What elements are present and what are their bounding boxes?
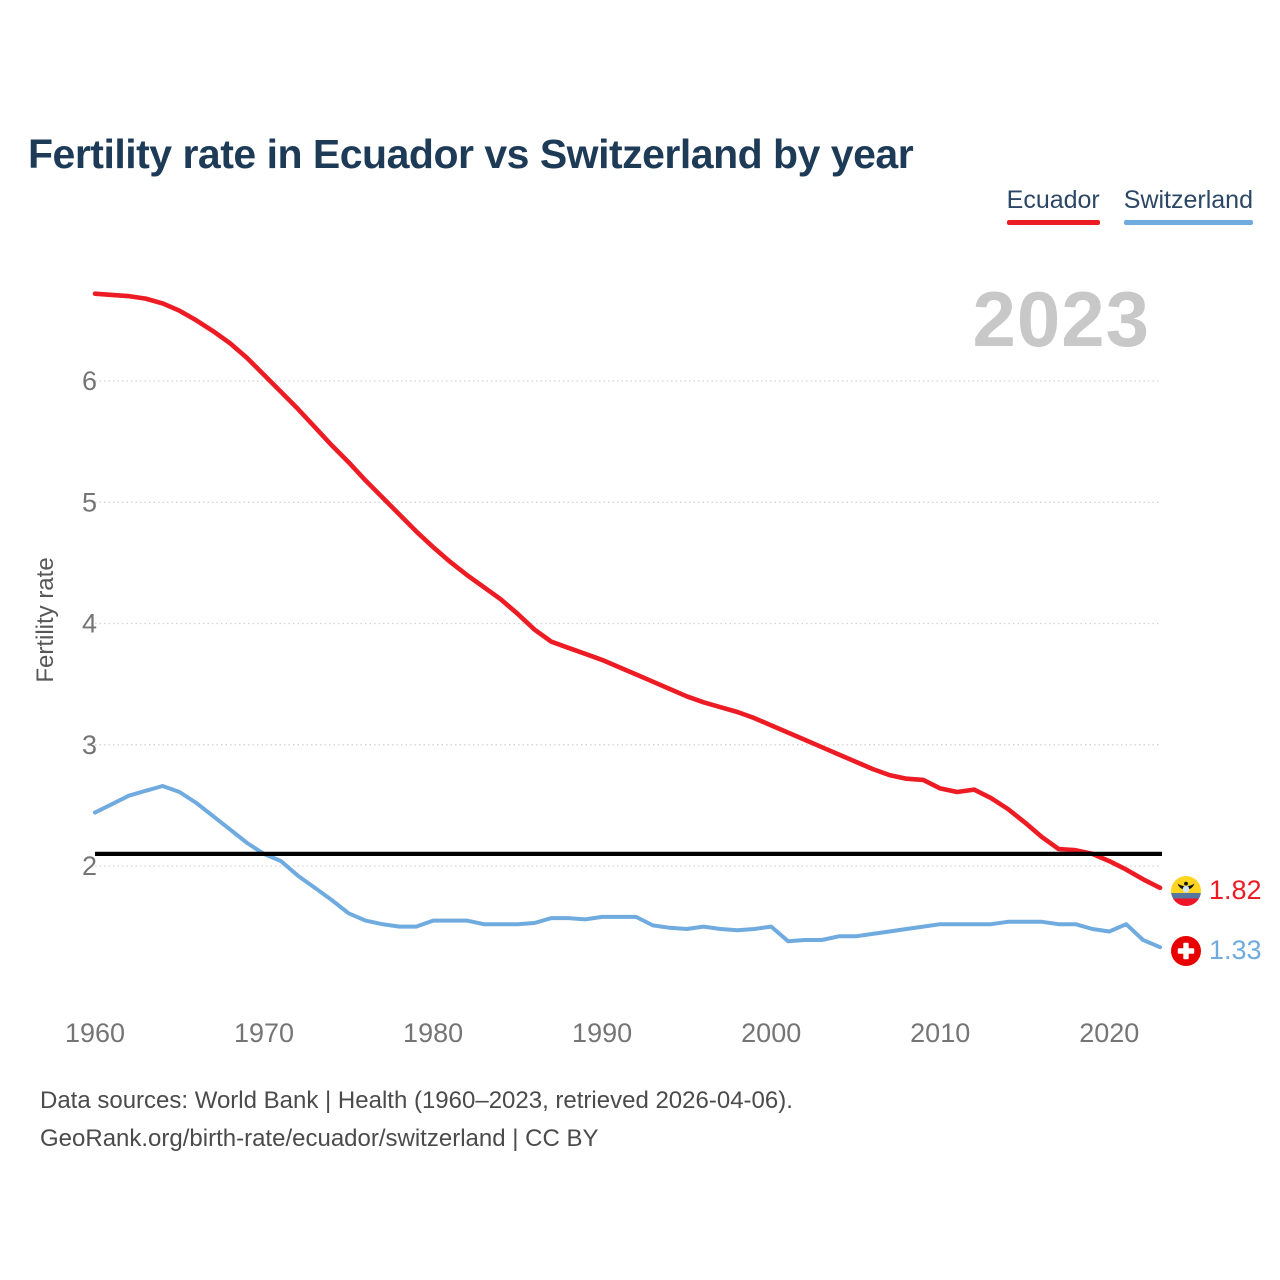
- legend-item-switzerland[interactable]: Switzerland: [1123, 186, 1253, 225]
- y-tick-label: 6: [82, 366, 97, 396]
- footer: Data sources: World Bank | Health (1960–…: [40, 1082, 793, 1158]
- x-tick-label: 1990: [572, 1018, 632, 1048]
- legend-item-label: Ecuador: [1006, 186, 1100, 214]
- footer-sources-line: Data sources: World Bank | Health (1960–…: [40, 1087, 793, 1114]
- end-value-ecuador: 1.82: [1209, 875, 1262, 905]
- x-tick-label: 2000: [741, 1018, 801, 1048]
- footer-attribution-line: GeoRank.org/birth-rate/ecuador/switzerla…: [40, 1125, 599, 1152]
- series-line-switzerland: [93, 784, 1162, 950]
- legend-underline-switzerland: [1123, 220, 1253, 225]
- x-tick-label: 2010: [910, 1018, 970, 1048]
- y-tick-label: 3: [82, 730, 97, 760]
- end-label-ecuador: 1.82: [1171, 875, 1262, 906]
- switzerland-flag-icon: [1171, 935, 1201, 966]
- legend-underline-ecuador: [1006, 220, 1100, 225]
- x-tick-label: 2020: [1079, 1018, 1139, 1048]
- legend: Ecuador Switzerland: [1006, 186, 1253, 225]
- year-watermark: 2023: [972, 275, 1150, 363]
- end-value-switzerland: 1.33: [1209, 935, 1262, 965]
- ecuador-flag-icon: [1171, 875, 1201, 906]
- x-tick-label: 1960: [65, 1018, 125, 1048]
- legend-item-label: Switzerland: [1123, 186, 1253, 214]
- x-tick-label: 1970: [234, 1018, 294, 1048]
- series-line-ecuador: [92, 291, 1163, 891]
- y-tick-label: 4: [82, 609, 97, 639]
- y-tick-label: 2: [82, 851, 97, 881]
- end-label-switzerland: 1.33: [1171, 935, 1262, 966]
- legend-item-ecuador[interactable]: Ecuador: [1006, 186, 1100, 225]
- chart-title: Fertility rate in Ecuador vs Switzerland…: [28, 131, 914, 178]
- x-tick-label: 1980: [403, 1018, 463, 1048]
- y-tick-label: 5: [82, 487, 97, 517]
